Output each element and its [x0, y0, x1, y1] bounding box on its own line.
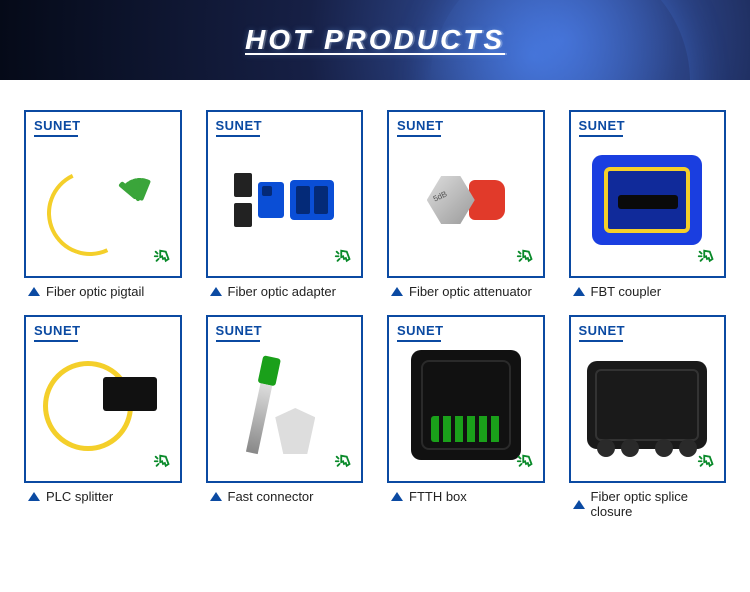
- product-label-row: Fiber optic attenuator: [387, 278, 545, 309]
- product-label: Fast connector: [228, 489, 314, 504]
- product-card: SUNET FTTH box: [387, 315, 545, 529]
- triangle-bullet-icon: [28, 287, 40, 296]
- triangle-bullet-icon: [210, 492, 222, 501]
- product-tile-attenuator[interactable]: SUNET: [387, 110, 545, 278]
- product-label-row: Fiber optic splice closure: [569, 483, 727, 529]
- click-cursor-icon: [333, 248, 355, 270]
- product-card: SUNET Fiber optic adapter: [206, 110, 364, 309]
- product-tile-ftth-box[interactable]: SUNET: [387, 315, 545, 483]
- product-label-row: PLC splitter: [24, 483, 182, 514]
- product-label-row: FTTH box: [387, 483, 545, 514]
- product-card: SUNET: [24, 110, 182, 309]
- click-cursor-icon: [333, 453, 355, 475]
- product-label: PLC splitter: [46, 489, 113, 504]
- click-cursor-icon: [696, 453, 718, 475]
- product-card: SUNET Fast connector: [206, 315, 364, 529]
- product-label-row: Fiber optic adapter: [206, 278, 364, 309]
- triangle-bullet-icon: [210, 287, 222, 296]
- product-card: SUNET PLC splitter: [24, 315, 182, 529]
- triangle-bullet-icon: [573, 500, 585, 509]
- triangle-bullet-icon: [28, 492, 40, 501]
- product-card: SUNET Fiber optic attenuator: [387, 110, 545, 309]
- product-label: FBT coupler: [591, 284, 662, 299]
- click-cursor-icon: [152, 248, 174, 270]
- product-label-row: FBT coupler: [569, 278, 727, 309]
- product-label-row: Fiber optic pigtail: [24, 278, 182, 309]
- product-tile-splice-closure[interactable]: SUNET: [569, 315, 727, 483]
- product-tile-fast-connector[interactable]: SUNET: [206, 315, 364, 483]
- product-label: Fiber optic splice closure: [591, 489, 727, 519]
- hot-products-banner: HOT PRODUCTS: [0, 0, 750, 80]
- triangle-bullet-icon: [391, 492, 403, 501]
- product-label: Fiber optic pigtail: [46, 284, 144, 299]
- product-grid-wrap: SUNET: [0, 80, 750, 529]
- product-tile-plc-splitter[interactable]: SUNET: [24, 315, 182, 483]
- triangle-bullet-icon: [391, 287, 403, 296]
- click-cursor-icon: [152, 453, 174, 475]
- click-cursor-icon: [696, 248, 718, 270]
- triangle-bullet-icon: [573, 287, 585, 296]
- click-cursor-icon: [515, 248, 537, 270]
- product-label-row: Fast connector: [206, 483, 364, 514]
- product-label: FTTH box: [409, 489, 467, 504]
- product-label: Fiber optic attenuator: [409, 284, 532, 299]
- product-tile-adapter[interactable]: SUNET: [206, 110, 364, 278]
- product-tile-fbt-coupler[interactable]: SUNET: [569, 110, 727, 278]
- product-label: Fiber optic adapter: [228, 284, 336, 299]
- product-card: SUNET Fiber optic splice closure: [569, 315, 727, 529]
- banner-title: HOT PRODUCTS: [245, 24, 505, 56]
- product-card: SUNET FBT coupler: [569, 110, 727, 309]
- product-tile-pigtail[interactable]: SUNET: [24, 110, 182, 278]
- click-cursor-icon: [515, 453, 537, 475]
- product-grid: SUNET: [24, 110, 726, 529]
